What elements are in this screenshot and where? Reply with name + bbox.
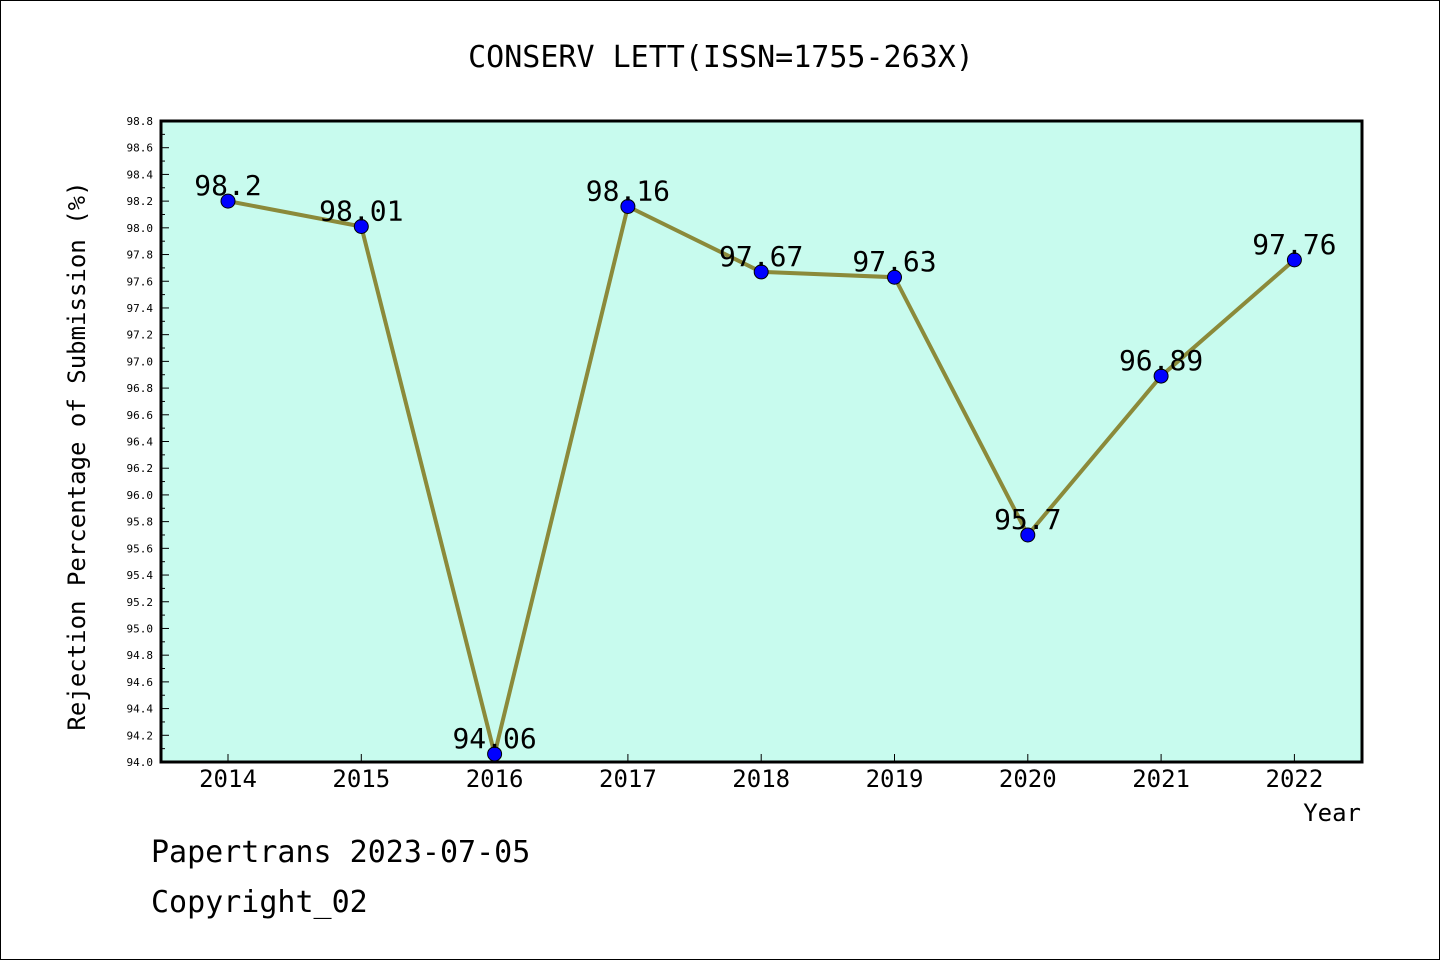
data-label: 97.76 <box>1252 228 1336 261</box>
data-labels: 98.2 98.01 94.06 98.16 97.67 97.63 95.7 96.89 97… <box>194 169 1336 755</box>
y-tick-label: 98.4 <box>127 168 154 181</box>
data-point <box>1153 368 1169 384</box>
y-tick-label: 94.6 <box>127 676 154 689</box>
y-axis-label: Rejection Percentage of Submission (%) <box>63 181 91 730</box>
data-point <box>1286 252 1302 268</box>
x-tick-label: 2022 <box>1266 765 1324 793</box>
y-tick-label: 94.8 <box>127 649 154 662</box>
data-point <box>220 193 236 209</box>
x-tick-label: 2014 <box>199 765 257 793</box>
y-tick-label: 94.0 <box>127 756 154 769</box>
y-tick-label: 98.8 <box>127 115 154 128</box>
data-label: 98.16 <box>586 174 670 207</box>
data-label: 96.89 <box>1119 344 1203 377</box>
data-label: 95.7 <box>994 503 1061 536</box>
x-tick-label: 2020 <box>999 765 1057 793</box>
x-axis-ticks: 2014 2015 2016 2017 2018 2019 2020 2021 2022 <box>199 754 1323 793</box>
chart-title: CONSERV LETT(ISSN=1755-263X) <box>468 40 974 75</box>
data-point <box>753 264 769 280</box>
data-label: 98.01 <box>319 194 403 227</box>
footer-papertrans-date: Papertrans 2023-07-05 <box>151 835 531 870</box>
data-label: 97.67 <box>719 240 803 273</box>
y-tick-label: 96.0 <box>127 489 154 502</box>
y-tick-label: 97.6 <box>127 275 154 288</box>
y-tick-label: 98.2 <box>127 195 154 208</box>
y-tick-label: 95.0 <box>127 622 154 635</box>
footer-copyright: Copyright_02 <box>151 885 368 920</box>
y-tick-label: 94.2 <box>127 729 154 742</box>
y-tick-label: 95.2 <box>127 596 154 609</box>
y-tick-label: 97.4 <box>127 302 154 315</box>
y-tick-label: 96.4 <box>127 436 154 449</box>
data-point <box>887 269 902 285</box>
y-tick-label: 96.6 <box>127 409 154 422</box>
data-point <box>487 746 503 762</box>
y-tick-label: 97.0 <box>127 355 154 368</box>
data-label: 94.06 <box>452 722 536 755</box>
y-tick-label: 96.2 <box>127 462 154 475</box>
y-tick-label: 98.0 <box>127 222 154 235</box>
y-axis-ticks: 94.0 94.2 94.4 94.6 94.8 95.0 95.2 95.4 95.6 95.8… <box>127 115 169 769</box>
y-tick-label: 95.6 <box>127 542 154 555</box>
y-tick-label: 97.8 <box>127 249 154 262</box>
x-tick-label: 2018 <box>732 765 790 793</box>
y-tick-label: 96.8 <box>127 382 154 395</box>
x-tick-label: 2016 <box>466 765 524 793</box>
y-tick-label: 95.4 <box>127 569 154 582</box>
x-tick-label: 2015 <box>332 765 390 793</box>
x-tick-label: 2017 <box>599 765 657 793</box>
data-label: 97.63 <box>852 245 936 278</box>
x-tick-label: 2021 <box>1132 765 1190 793</box>
y-tick-label: 95.8 <box>127 516 154 529</box>
data-point <box>353 218 369 234</box>
y-tick-label: 94.4 <box>127 703 154 716</box>
x-tick-label: 2019 <box>866 765 924 793</box>
x-axis-label: Year <box>1303 799 1361 827</box>
data-markers <box>220 193 1302 762</box>
data-point <box>1020 527 1036 543</box>
data-label: 98.2 <box>194 169 261 202</box>
data-point <box>620 198 636 214</box>
y-tick-label: 97.2 <box>127 329 154 342</box>
y-tick-label: 98.6 <box>127 142 154 155</box>
